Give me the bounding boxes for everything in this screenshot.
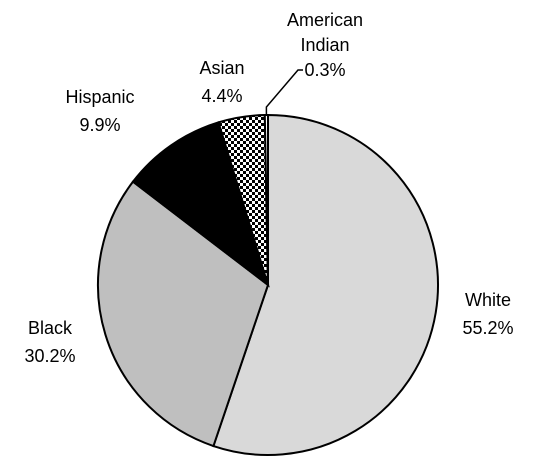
slice-labels: White 55.2% Black 30.2% Hispanic 9.9% Asian 4.4… [24, 10, 513, 366]
pie-slice-hispanic [131, 121, 270, 288]
slice-name-american-indian: American [287, 10, 363, 30]
slice-value-american-indian: 0.3% [304, 60, 345, 80]
slice-value-hispanic: 9.9% [79, 115, 120, 135]
slice-label-black: Black 30.2% [24, 318, 75, 366]
slice-name-white: White [465, 290, 511, 310]
pie-slice-white [212, 113, 439, 456]
slice-name-american-indian: Indian [300, 35, 349, 55]
slice-name-hispanic: Hispanic [65, 87, 134, 107]
slice-label-white: White 55.2% [462, 290, 513, 338]
slice-value-black: 30.2% [24, 346, 75, 366]
slice-value-asian: 4.4% [201, 86, 242, 106]
leader-lines [265, 69, 303, 115]
pie-slices [97, 113, 439, 456]
pie-slice-american-indian [263, 113, 269, 286]
slice-value-white: 55.2% [462, 318, 513, 338]
slice-label-hispanic: Hispanic 9.9% [65, 87, 134, 135]
slice-label-asian: Asian 4.4% [199, 58, 244, 106]
slice-name-asian: Asian [199, 58, 244, 78]
pie-slice-black [97, 180, 270, 448]
slice-label-american-indian: American Indian 0.3% [287, 10, 363, 80]
slice-name-black: Black [28, 318, 73, 338]
leader-line-american-indian [265, 69, 303, 115]
